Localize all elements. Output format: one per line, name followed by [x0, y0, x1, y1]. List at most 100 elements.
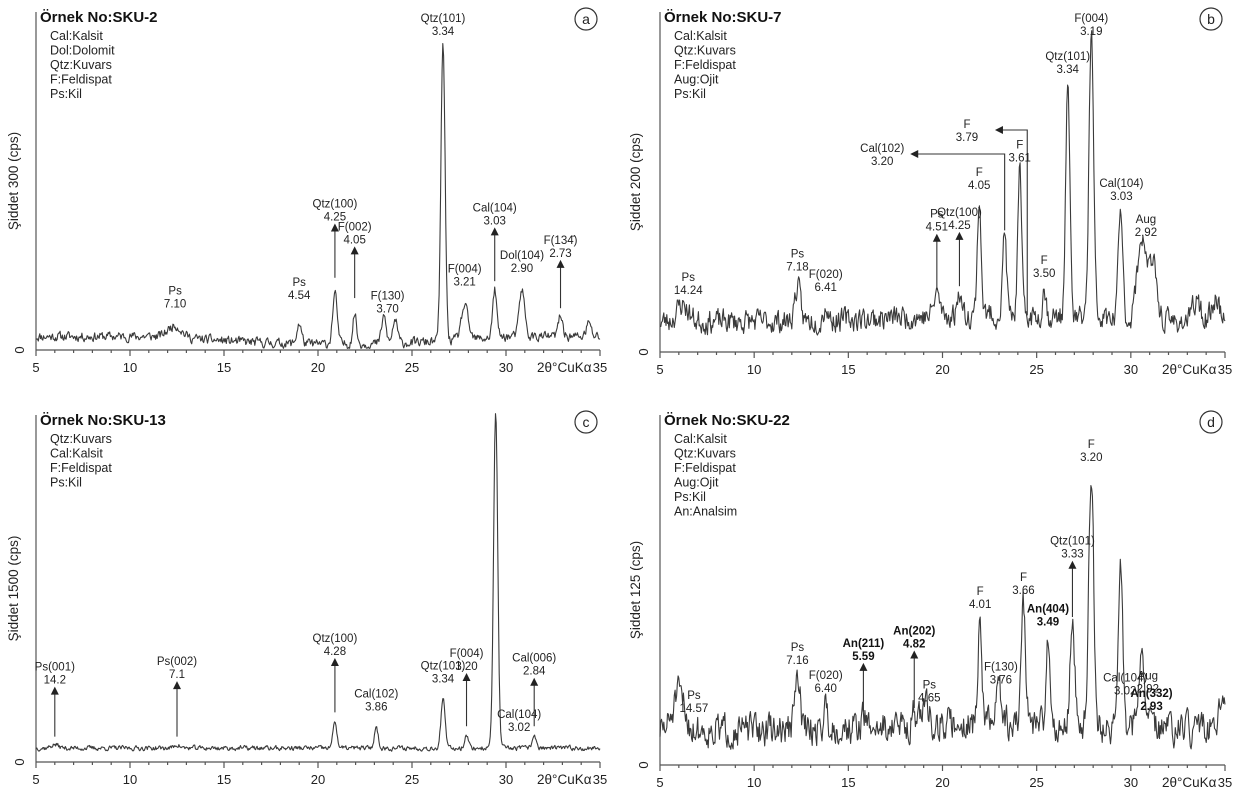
x-tick-label: 15: [217, 360, 231, 375]
legend-entry: Cal:Kalsit: [50, 447, 103, 461]
peak-label: Qtz(100): [313, 633, 358, 645]
arrow-head: [1068, 560, 1077, 569]
peak-label: F(004): [448, 264, 482, 276]
legend-entry: Cal:Kalsit: [674, 29, 727, 43]
legend-entry: F:Feldispat: [674, 58, 736, 72]
diffraction-trace: [659, 485, 1226, 750]
legend-entry: An:Analsim: [674, 505, 737, 519]
y-axis-label: Şiddet 200 (cps): [628, 133, 643, 231]
panel-tag-circle: [1199, 7, 1223, 31]
peak-label: 4.01: [969, 599, 991, 611]
peak-label: 7.16: [786, 655, 808, 667]
peak-label: 4.05: [968, 180, 990, 192]
peak-label: 3.03: [1110, 191, 1132, 203]
peak-label: Ps: [682, 272, 696, 284]
y-axis-label: Şiddet 300 (cps): [6, 132, 21, 230]
panel-c: 5 10 15 20 25 30 35 0 Şiddet 1500 (cps) 2θ°CuKα Ör…: [6, 410, 607, 787]
legend-entry: Ps:Kil: [674, 87, 706, 101]
legend-entry: Qtz:Kuvars: [50, 432, 112, 446]
legend-entry: F:Feldispat: [50, 73, 112, 87]
peak-label: 2.93: [1140, 701, 1162, 713]
panel-title: Örnek No:SKU-2: [40, 9, 158, 26]
y-tick-label: 0: [636, 761, 651, 768]
peak-label: 4.05: [343, 234, 365, 246]
peak-label: 7.1: [169, 669, 185, 681]
x-tick-label: 5: [32, 772, 39, 787]
x-tick-label: 30: [499, 772, 513, 787]
arrow-head: [330, 223, 339, 232]
peak-label: 7.18: [786, 261, 808, 273]
peak-label: 14.24: [674, 285, 703, 297]
peak-label: 3.34: [432, 674, 455, 686]
peak-label: Ps: [168, 286, 182, 298]
peak-label: 2.92: [1135, 227, 1157, 239]
peak-label: 3.34: [1057, 64, 1080, 76]
x-tick-label: 5: [32, 360, 39, 375]
peak-label: 3.70: [376, 304, 398, 316]
peak-label: Ps: [687, 690, 701, 702]
arrow-head: [910, 150, 919, 158]
peak-label: F: [976, 167, 983, 179]
x-tick-label: 35: [1218, 362, 1232, 377]
peak-label: 4.54: [288, 290, 311, 302]
peak-label: An(404): [1027, 604, 1069, 616]
peak-arrow: [916, 153, 1006, 231]
arrow-head: [932, 233, 941, 242]
y-axis-label: Şiddet 125 (cps): [628, 541, 643, 639]
x-tick-label: 25: [405, 360, 419, 375]
peak-label: 3.20: [455, 661, 477, 673]
legend-entry: Cal:Kalsit: [674, 432, 727, 446]
peak-label: F: [977, 586, 984, 598]
arrow-head: [350, 246, 359, 255]
arrow-head: [910, 650, 919, 659]
arrow-head: [556, 259, 565, 268]
peak-label: 14.2: [44, 675, 66, 687]
panel-d: 5 10 15 20 25 30 35 0 Şiddet 125 (cps) 2θ°CuKα Örn…: [628, 410, 1232, 790]
panel-tag: c: [583, 414, 590, 430]
x-tick-label: 35: [1218, 775, 1232, 790]
peak-label: 3.03: [484, 215, 506, 227]
legend-entry: Ps:Kil: [50, 87, 82, 101]
x-tick-label: 35: [593, 360, 607, 375]
peak-label: F(004): [450, 648, 484, 660]
peak-label: Ps: [791, 248, 805, 260]
peak-label: Cal(104): [1103, 673, 1147, 685]
peak-label: 3.86: [365, 701, 387, 713]
x-tick-label: 15: [841, 362, 855, 377]
peak-label: Cal(102): [860, 143, 904, 155]
peak-label: F: [963, 119, 970, 131]
peak-label: 4.65: [918, 692, 940, 704]
peak-label: Ps(001): [35, 662, 75, 674]
peak-label: Cal(104): [497, 709, 541, 721]
legend-entry: Ps:Kil: [674, 490, 706, 504]
x-tick-label: 20: [935, 775, 949, 790]
panel-title: Örnek No:SKU-22: [664, 412, 790, 429]
peak-label: Dol(104): [500, 250, 544, 262]
x-tick-label: 15: [841, 775, 855, 790]
peak-label: Cal(102): [354, 688, 398, 700]
legend-entry: Ps:Kil: [50, 476, 82, 490]
x-tick-label: 20: [935, 362, 949, 377]
peak-label: Ps: [923, 679, 937, 691]
y-tick-label: 0: [12, 758, 27, 765]
peak-label: 4.25: [324, 211, 346, 223]
panel-tag-circle: [574, 410, 598, 434]
panel-b: 5 10 15 20 25 30 35 0 Şiddet 200 (cps) 2θ°CuKα Örn…: [628, 7, 1232, 377]
peak-label: Cal(104): [1099, 178, 1143, 190]
peak-label: 3.02: [508, 722, 530, 734]
legend-entry: Dol:Dolomit: [50, 44, 115, 58]
legend-entry: F:Feldispat: [50, 461, 112, 475]
peak-label: 3.19: [1080, 26, 1102, 38]
peak-label: F: [1020, 572, 1027, 584]
peak-label: F(020): [809, 269, 843, 281]
legend-entry: F:Feldispat: [674, 461, 736, 475]
x-tick-label: 30: [499, 360, 513, 375]
peak-label: F(020): [809, 670, 843, 682]
peak-label: 3.20: [1080, 452, 1102, 464]
peak-label: Ps: [791, 642, 805, 654]
peak-label: 7.10: [164, 299, 186, 311]
legend-entry: Qtz:Kuvars: [674, 447, 736, 461]
peak-label: 4.28: [324, 646, 346, 658]
panel-a: 5 10 15 20 25 30 35 0 Şiddet 300 (cps) 2θ°CuKα Örn…: [6, 7, 607, 375]
